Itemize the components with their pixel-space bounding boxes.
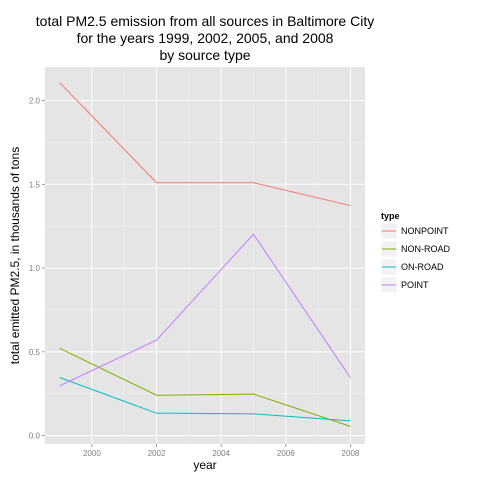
series-line-point bbox=[59, 233, 351, 387]
x-tick-label: 2006 bbox=[277, 449, 295, 458]
y-tick-label: 1.0 bbox=[29, 264, 41, 273]
legend-label: POINT bbox=[401, 280, 429, 290]
y-tick-label: 2.0 bbox=[29, 97, 41, 106]
legend: type NONPOINT NON-ROAD ON-ROAD POINT bbox=[380, 211, 450, 294]
series-line-non-road bbox=[59, 347, 351, 427]
series-line-on-road bbox=[59, 377, 351, 422]
x-axis-title: year bbox=[193, 458, 216, 472]
x-tick-label: 2000 bbox=[83, 449, 101, 458]
minor-gridlines bbox=[45, 67, 365, 444]
y-axis-title: total emitted PM2.5, in thousands of ton… bbox=[8, 147, 22, 364]
series-lines bbox=[59, 82, 351, 427]
legend-label: ON-ROAD bbox=[401, 262, 444, 272]
legend-item-nonpoint: NONPOINT bbox=[380, 222, 449, 240]
legend-label: NONPOINT bbox=[401, 226, 449, 236]
chart-title: total PM2.5 emission from all sources in… bbox=[36, 13, 374, 63]
legend-item-non-road: NON-ROAD bbox=[380, 240, 450, 258]
legend-item-point: POINT bbox=[380, 276, 429, 294]
y-tick-label: 0.0 bbox=[29, 432, 41, 441]
plot-panel bbox=[45, 67, 365, 444]
chart-title-line-3: by source type bbox=[159, 47, 250, 63]
chart-title-line-2: for the years 1999, 2002, 2005, and 2008 bbox=[77, 30, 334, 46]
series-line-nonpoint bbox=[59, 82, 351, 207]
x-tick-label: 2008 bbox=[342, 449, 360, 458]
chart-title-line-1: total PM2.5 emission from all sources in… bbox=[36, 13, 374, 29]
y-axis-ticks: 0.0 0.5 1.0 1.5 2.0 bbox=[29, 97, 45, 441]
y-tick-label: 0.5 bbox=[29, 348, 41, 357]
major-gridlines bbox=[45, 67, 365, 444]
x-tick-label: 2004 bbox=[212, 449, 230, 458]
legend-title: type bbox=[381, 211, 400, 221]
legend-items: NONPOINT NON-ROAD ON-ROAD POINT bbox=[380, 222, 450, 294]
x-axis-ticks: 2000 2002 2004 2006 2008 bbox=[83, 444, 360, 458]
legend-label: NON-ROAD bbox=[401, 244, 450, 254]
x-tick-label: 2002 bbox=[148, 449, 166, 458]
y-tick-label: 1.5 bbox=[29, 180, 41, 189]
legend-item-on-road: ON-ROAD bbox=[380, 258, 444, 276]
